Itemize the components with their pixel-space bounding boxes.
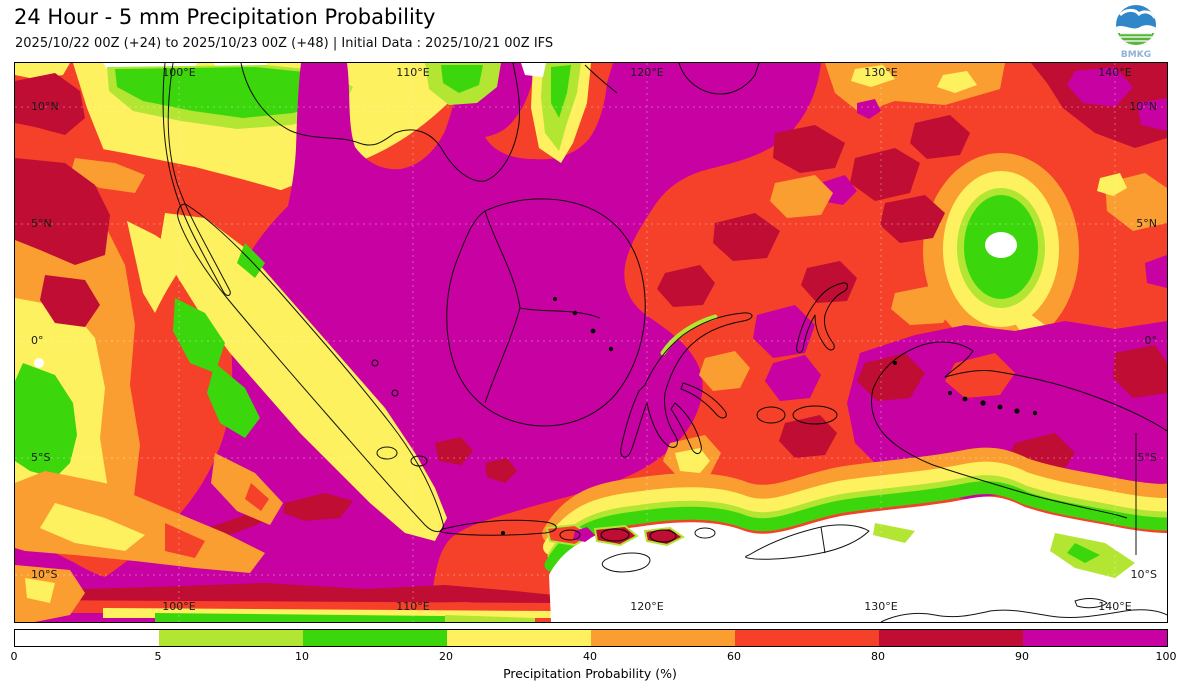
colorbar-segment-60-80: [735, 630, 879, 646]
lat-label-right: 5°N: [1136, 217, 1157, 230]
colorbar-title: Precipitation Probability (%): [503, 666, 677, 681]
colorbar-tick: 90: [1015, 650, 1029, 663]
lon-label-top: 100°E: [162, 66, 196, 79]
colorbar-tick: 100: [1155, 650, 1177, 663]
colorbar-tick: 80: [871, 650, 885, 663]
colorbar-tick: 0: [10, 650, 18, 663]
map-canvas: [15, 63, 1167, 622]
forecast-map: 100°E 110°E 120°E 130°E 140°E 100°E 110°…: [14, 62, 1168, 623]
colorbar-segment-40-60: [591, 630, 735, 646]
lon-label-bottom: 140°E: [1098, 600, 1132, 613]
colorbar-segment-5-10: [159, 630, 303, 646]
probability-field: [15, 63, 1167, 622]
lon-label-top: 130°E: [864, 66, 898, 79]
lon-label-bottom: 110°E: [396, 600, 430, 613]
coastlines: [162, 63, 1167, 622]
bmkg-logo-text: BMKG: [1121, 50, 1151, 60]
colorbar-segment-80-90: [879, 630, 1023, 646]
lon-label-bottom: 120°E: [630, 600, 664, 613]
lon-label-top: 120°E: [630, 66, 664, 79]
colorbar-segment-20-40: [447, 630, 591, 646]
lat-label-left: 5°S: [31, 451, 51, 464]
colorbar-segment-0-5: [15, 630, 159, 646]
lat-label-right: 5°S: [1137, 451, 1157, 464]
colorbar-tick: 5: [154, 650, 162, 663]
lat-label-left: 10°S: [31, 568, 58, 581]
colorbar-segment-10-20: [303, 630, 447, 646]
lon-label-top: 140°E: [1098, 66, 1132, 79]
colorbar-tick: 20: [439, 650, 453, 663]
lat-label-right: 10°S: [1130, 568, 1157, 581]
page-title: 24 Hour - 5 mm Precipitation Probability: [14, 5, 436, 29]
colorbar: [14, 629, 1168, 647]
lat-label-left: 5°N: [31, 217, 52, 230]
lon-label-bottom: 100°E: [162, 600, 196, 613]
bmkg-logo: BMKG: [1106, 2, 1166, 60]
lon-label-top: 110°E: [396, 66, 430, 79]
bmkg-logo-image: BMKG: [1116, 5, 1156, 60]
page-subtitle: 2025/10/22 00Z (+24) to 2025/10/23 00Z (…: [15, 36, 554, 51]
lat-label-left: 0°: [31, 334, 44, 347]
colorbar-ticks: 0 5 10 20 40 60 80 90 100: [10, 650, 1177, 664]
colorbar-tick: 10: [295, 650, 309, 663]
graticule: [15, 63, 1167, 622]
lon-label-bottom: 130°E: [864, 600, 898, 613]
colorbar-tick: 40: [583, 650, 597, 663]
lat-label-right: 0°: [1144, 334, 1158, 347]
lat-label-left: 10°N: [31, 100, 59, 113]
colorbar-segment-90-100: [1023, 630, 1167, 646]
lat-label-right: 10°N: [1129, 100, 1157, 113]
colorbar-tick: 60: [727, 650, 741, 663]
